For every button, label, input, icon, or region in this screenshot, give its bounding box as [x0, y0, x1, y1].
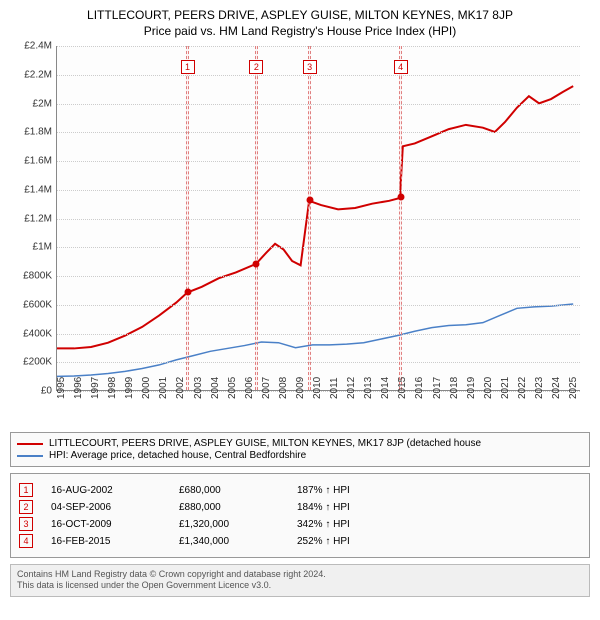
legend: LITTLECOURT, PEERS DRIVE, ASPLEY GUISE, … [10, 432, 590, 467]
gridline [57, 219, 580, 220]
event-band [308, 46, 311, 390]
gridline [57, 247, 580, 248]
y-axis-label: £400K [10, 328, 52, 339]
event-number: 4 [19, 534, 33, 548]
footer-line: This data is licensed under the Open Gov… [17, 580, 583, 591]
y-axis-label: £0 [10, 386, 52, 397]
event-price: £1,340,000 [179, 536, 279, 547]
gridline [57, 132, 580, 133]
y-axis-label: £800K [10, 271, 52, 282]
event-date: 16-FEB-2015 [51, 536, 161, 547]
event-hpi: 187% ↑ HPI [297, 485, 350, 496]
data-point [306, 197, 313, 204]
data-point [184, 289, 191, 296]
series-line-property [57, 86, 573, 348]
event-number: 2 [19, 500, 33, 514]
event-date: 04-SEP-2006 [51, 502, 161, 513]
legend-swatch [17, 455, 43, 457]
y-axis-label: £2.4M [10, 41, 52, 52]
event-date: 16-AUG-2002 [51, 485, 161, 496]
events-table: 1 16-AUG-2002 £680,000 187% ↑ HPI 2 04-SEP-20… [10, 473, 590, 558]
y-axis-label: £1M [10, 242, 52, 253]
legend-label: LITTLECOURT, PEERS DRIVE, ASPLEY GUISE, … [49, 438, 481, 449]
event-marker: 2 [249, 60, 263, 74]
y-axis-label: £1.2M [10, 213, 52, 224]
event-marker: 3 [303, 60, 317, 74]
footer-line: Contains HM Land Registry data © Crown c… [17, 569, 583, 580]
event-band [255, 46, 258, 390]
event-number: 1 [19, 483, 33, 497]
chart-title: LITTLECOURT, PEERS DRIVE, ASPLEY GUISE, … [10, 8, 590, 22]
data-point [397, 194, 404, 201]
legend-item: LITTLECOURT, PEERS DRIVE, ASPLEY GUISE, … [17, 438, 583, 449]
footer-attribution: Contains HM Land Registry data © Crown c… [10, 564, 590, 597]
event-number: 3 [19, 517, 33, 531]
event-row: 2 04-SEP-2006 £880,000 184% ↑ HPI [19, 500, 581, 514]
data-point [253, 260, 260, 267]
legend-swatch [17, 443, 43, 445]
chart-container: LITTLECOURT, PEERS DRIVE, ASPLEY GUISE, … [0, 0, 600, 620]
legend-label: HPI: Average price, detached house, Cent… [49, 450, 306, 461]
event-date: 16-OCT-2009 [51, 519, 161, 530]
event-marker: 4 [394, 60, 408, 74]
gridline [57, 161, 580, 162]
event-row: 1 16-AUG-2002 £680,000 187% ↑ HPI [19, 483, 581, 497]
event-price: £880,000 [179, 502, 279, 513]
gridline [57, 305, 580, 306]
y-axis-label: £1.6M [10, 156, 52, 167]
gridline [57, 276, 580, 277]
plot-area: 1 2 3 4 [56, 46, 580, 391]
y-axis-label: £1.4M [10, 184, 52, 195]
x-axis-label: 2025 [568, 377, 597, 399]
y-axis-label: £600K [10, 299, 52, 310]
event-hpi: 184% ↑ HPI [297, 502, 350, 513]
gridline [57, 104, 580, 105]
gridline [57, 190, 580, 191]
event-hpi: 342% ↑ HPI [297, 519, 350, 530]
y-axis-label: £200K [10, 357, 52, 368]
chart-area: £0 £200K £400K £600K £800K £1M £1.2M £1.4M £1.6M… [10, 46, 590, 426]
event-row: 3 16-OCT-2009 £1,320,000 342% ↑ HPI [19, 517, 581, 531]
event-row: 4 16-FEB-2015 £1,340,000 252% ↑ HPI [19, 534, 581, 548]
event-marker: 1 [181, 60, 195, 74]
event-hpi: 252% ↑ HPI [297, 536, 350, 547]
gridline [57, 75, 580, 76]
chart-subtitle: Price paid vs. HM Land Registry's House … [10, 24, 590, 38]
gridline [57, 46, 580, 47]
y-axis-label: £1.8M [10, 127, 52, 138]
event-band [186, 46, 189, 390]
gridline [57, 362, 580, 363]
event-band [399, 46, 402, 390]
series-line-hpi [57, 304, 573, 376]
y-axis-label: £2M [10, 98, 52, 109]
event-price: £1,320,000 [179, 519, 279, 530]
gridline [57, 334, 580, 335]
event-price: £680,000 [179, 485, 279, 496]
legend-item: HPI: Average price, detached house, Cent… [17, 450, 583, 461]
y-axis-label: £2.2M [10, 69, 52, 80]
